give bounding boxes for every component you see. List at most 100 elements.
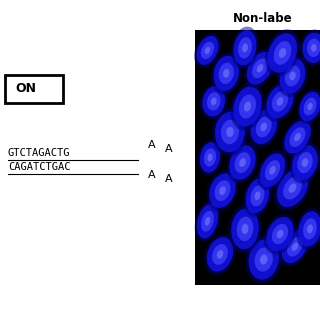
Ellipse shape: [196, 36, 219, 65]
Ellipse shape: [307, 103, 313, 110]
Ellipse shape: [226, 127, 234, 137]
Ellipse shape: [237, 217, 253, 241]
Ellipse shape: [289, 71, 296, 80]
Ellipse shape: [307, 39, 320, 57]
Ellipse shape: [211, 52, 242, 95]
Text: CAGATCTGAC: CAGATCTGAC: [8, 162, 70, 172]
Ellipse shape: [256, 116, 272, 137]
Ellipse shape: [223, 69, 229, 78]
Ellipse shape: [265, 160, 280, 180]
Ellipse shape: [260, 254, 268, 265]
Ellipse shape: [211, 98, 217, 105]
Ellipse shape: [251, 185, 265, 206]
Ellipse shape: [302, 158, 308, 167]
Ellipse shape: [207, 92, 220, 110]
Ellipse shape: [202, 86, 225, 116]
Ellipse shape: [207, 237, 233, 272]
Ellipse shape: [300, 29, 320, 66]
Ellipse shape: [276, 230, 284, 238]
Ellipse shape: [265, 29, 300, 76]
Ellipse shape: [280, 58, 305, 93]
Ellipse shape: [272, 224, 288, 244]
Ellipse shape: [282, 117, 313, 157]
Ellipse shape: [290, 127, 305, 147]
Ellipse shape: [215, 112, 245, 152]
Ellipse shape: [243, 175, 272, 217]
Ellipse shape: [228, 204, 261, 253]
Ellipse shape: [307, 224, 313, 233]
Ellipse shape: [201, 42, 214, 59]
Ellipse shape: [244, 49, 276, 88]
Ellipse shape: [219, 63, 234, 84]
Ellipse shape: [219, 186, 226, 195]
Ellipse shape: [227, 142, 258, 183]
Ellipse shape: [277, 169, 308, 207]
Ellipse shape: [266, 84, 294, 118]
Ellipse shape: [195, 200, 220, 242]
Ellipse shape: [248, 106, 280, 148]
Text: GTCTAGACTG: GTCTAGACTG: [8, 148, 70, 158]
Ellipse shape: [311, 44, 316, 52]
Ellipse shape: [276, 97, 284, 106]
Text: A: A: [165, 144, 172, 154]
Ellipse shape: [242, 44, 248, 52]
Ellipse shape: [282, 230, 308, 263]
Ellipse shape: [297, 152, 313, 173]
Bar: [5, 75, 63, 103]
Ellipse shape: [233, 86, 262, 126]
Ellipse shape: [231, 27, 259, 69]
Ellipse shape: [244, 101, 251, 111]
Ellipse shape: [304, 98, 316, 116]
Ellipse shape: [200, 142, 220, 173]
Ellipse shape: [290, 141, 320, 184]
Ellipse shape: [257, 150, 288, 190]
Ellipse shape: [235, 152, 251, 173]
Ellipse shape: [214, 180, 230, 201]
Ellipse shape: [229, 145, 256, 180]
Ellipse shape: [252, 58, 268, 78]
Ellipse shape: [242, 224, 248, 234]
Ellipse shape: [287, 237, 303, 257]
Ellipse shape: [274, 41, 291, 65]
Ellipse shape: [296, 208, 320, 250]
Ellipse shape: [283, 177, 302, 199]
Ellipse shape: [249, 239, 279, 280]
Text: ON: ON: [15, 83, 36, 95]
Ellipse shape: [279, 48, 286, 58]
Ellipse shape: [274, 165, 311, 211]
Ellipse shape: [266, 217, 294, 251]
Ellipse shape: [204, 234, 236, 275]
Ellipse shape: [231, 209, 259, 249]
Ellipse shape: [197, 204, 218, 239]
Ellipse shape: [285, 65, 300, 86]
Ellipse shape: [260, 123, 267, 131]
Ellipse shape: [207, 170, 238, 212]
Ellipse shape: [247, 52, 273, 85]
Ellipse shape: [245, 235, 282, 284]
Ellipse shape: [284, 121, 311, 154]
Ellipse shape: [239, 158, 246, 167]
Ellipse shape: [268, 33, 297, 73]
Ellipse shape: [201, 211, 214, 232]
Text: A: A: [165, 174, 172, 184]
Ellipse shape: [303, 218, 317, 239]
Ellipse shape: [297, 89, 320, 124]
Ellipse shape: [292, 145, 318, 180]
Ellipse shape: [238, 37, 252, 59]
Ellipse shape: [212, 108, 248, 156]
Ellipse shape: [207, 154, 212, 161]
Ellipse shape: [205, 47, 210, 54]
Ellipse shape: [257, 64, 263, 72]
Ellipse shape: [254, 191, 260, 200]
Ellipse shape: [221, 120, 239, 144]
Text: Non-labe: Non-labe: [233, 12, 292, 25]
Bar: [195, 30, 320, 285]
Ellipse shape: [255, 247, 273, 272]
Ellipse shape: [198, 139, 222, 176]
Ellipse shape: [209, 173, 236, 208]
Ellipse shape: [234, 30, 257, 66]
Ellipse shape: [217, 250, 223, 259]
Ellipse shape: [194, 33, 221, 68]
Ellipse shape: [230, 83, 265, 131]
Ellipse shape: [289, 183, 296, 193]
